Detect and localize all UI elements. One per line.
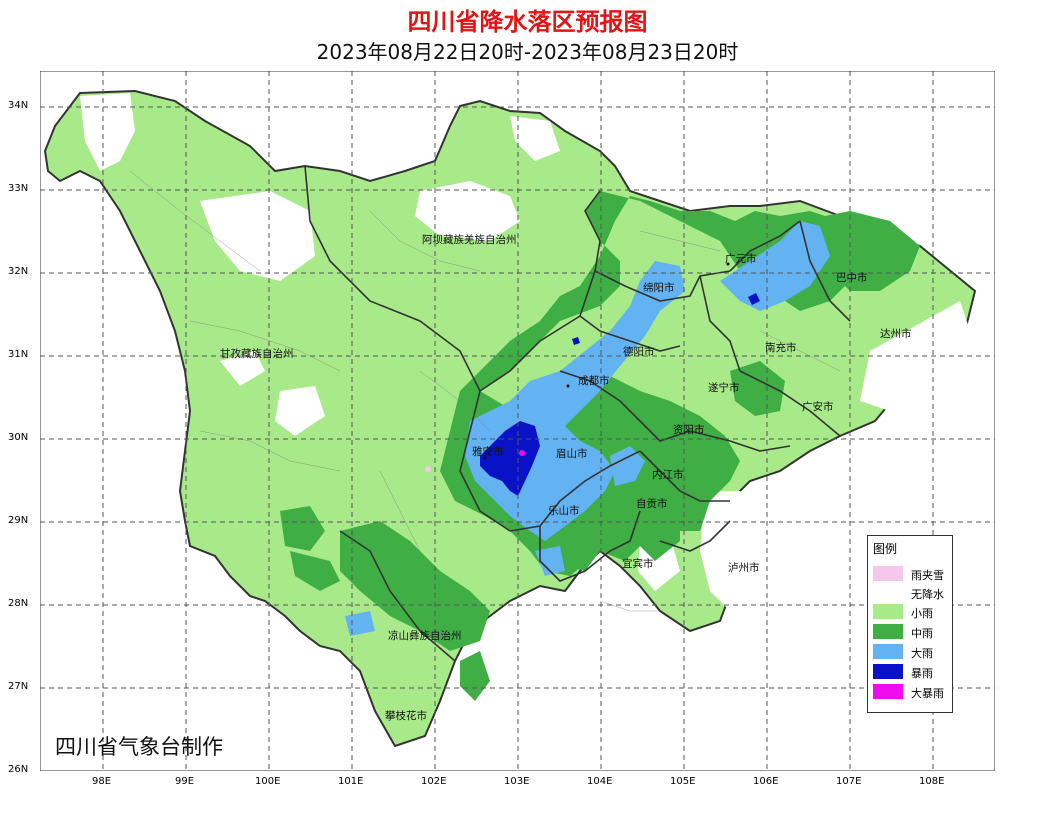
legend-item: 无降水: [873, 584, 951, 601]
lon-label: 102E: [421, 776, 447, 787]
prefecture-boundaries: [304, 165, 851, 662]
graticule: [40, 71, 995, 771]
legend-label: 小雨: [911, 607, 933, 620]
label-dazhou: 达州市: [880, 327, 912, 340]
legend-swatch: [873, 644, 903, 659]
lat-label: 32N: [8, 266, 29, 277]
lon-label: 101E: [338, 776, 364, 787]
label-leshan: 乐山市: [548, 504, 580, 517]
label-deyang: 德阳市: [623, 345, 655, 358]
legend-item: 大暴雨: [873, 683, 951, 700]
lat-label: 27N: [8, 681, 29, 692]
lat-label: 29N: [8, 515, 29, 526]
label-yaan: 雅安市: [472, 445, 504, 458]
label-suining: 遂宁市: [708, 381, 740, 394]
precipitation-map: 阿坝藏族羌族自治州 甘孜藏族自治州 广元市 巴中市 绵阳市 达州市 德阳市 南充…: [40, 71, 995, 771]
label-ziyang: 资阳市: [673, 423, 705, 436]
legend-swatch: [873, 566, 903, 581]
legend-label: 大雨: [911, 647, 933, 660]
lon-label: 99E: [175, 776, 195, 787]
county-boundaries: [129, 170, 841, 612]
legend-title: 图例: [873, 542, 898, 556]
legend-item: 大雨: [873, 643, 951, 660]
legend-label: 暴雨: [911, 667, 933, 680]
label-aba: 阿坝藏族羌族自治州: [422, 233, 517, 246]
snow-rain-spot: [425, 466, 431, 472]
lon-label: 104E: [587, 776, 613, 787]
label-panzhihua: 攀枝花市: [385, 709, 427, 722]
label-bazhong: 巴中市: [836, 271, 868, 284]
heavy-rainstorm-spot: [519, 450, 525, 456]
label-guangyuan: 广元市: [725, 252, 757, 265]
label-neijiang: 内江市: [652, 468, 684, 481]
label-chengdu: 成都市: [578, 374, 610, 387]
label-yibin: 宜宾市: [622, 557, 654, 570]
label-guangan: 广安市: [802, 400, 834, 413]
region-labels: 阿坝藏族羌族自治州 甘孜藏族自治州 广元市 巴中市 绵阳市 达州市 德阳市 南充…: [220, 233, 912, 722]
lat-label: 33N: [8, 183, 29, 194]
legend-item: 小雨: [873, 603, 951, 620]
legend-swatch: [873, 604, 903, 619]
legend-swatch: [873, 664, 903, 679]
label-luzhou: 泸州市: [728, 561, 760, 574]
legend-swatch: [873, 624, 903, 639]
lon-label: 103E: [504, 776, 530, 787]
legend: 图例 雨夹雪 无降水 小雨 中雨 大雨 暴雨 大暴雨: [867, 535, 953, 713]
legend-swatch: [873, 585, 903, 600]
city-markers: [483, 262, 730, 460]
legend-item: 雨夹雪: [873, 565, 951, 582]
map-subtitle: 2023年08月22日20时-2023年08月23日20时: [316, 40, 739, 64]
label-mianyang: 绵阳市: [643, 281, 675, 294]
rainstorm-areas: [480, 293, 760, 496]
lat-label: 28N: [8, 598, 29, 609]
label-nanchong: 南充市: [765, 341, 797, 354]
lon-label: 105E: [670, 776, 696, 787]
legend-label: 大暴雨: [911, 687, 944, 700]
lat-label: 31N: [8, 349, 29, 360]
label-liangshan: 凉山彝族自治州: [388, 629, 462, 642]
lat-label: 30N: [8, 432, 29, 443]
legend-item: 中雨: [873, 623, 951, 640]
lon-label: 108E: [919, 776, 945, 787]
lon-label: 107E: [836, 776, 862, 787]
label-ganzi: 甘孜藏族自治州: [220, 347, 294, 360]
map-title: 四川省降水落区预报图: [407, 8, 648, 36]
lon-label: 98E: [92, 776, 112, 787]
credit-text: 四川省气象台制作: [55, 735, 223, 759]
lat-label: 34N: [8, 100, 29, 111]
lon-label: 100E: [255, 776, 281, 787]
legend-label: 雨夹雪: [911, 569, 944, 582]
legend-label: 中雨: [911, 627, 933, 640]
label-meishan: 眉山市: [556, 447, 588, 460]
legend-swatch: [873, 684, 903, 699]
label-zigong: 自贡市: [636, 497, 668, 510]
legend-label: 无降水: [911, 588, 944, 601]
lat-label: 26N: [8, 764, 29, 775]
lon-label: 106E: [753, 776, 779, 787]
legend-item: 暴雨: [873, 663, 951, 680]
